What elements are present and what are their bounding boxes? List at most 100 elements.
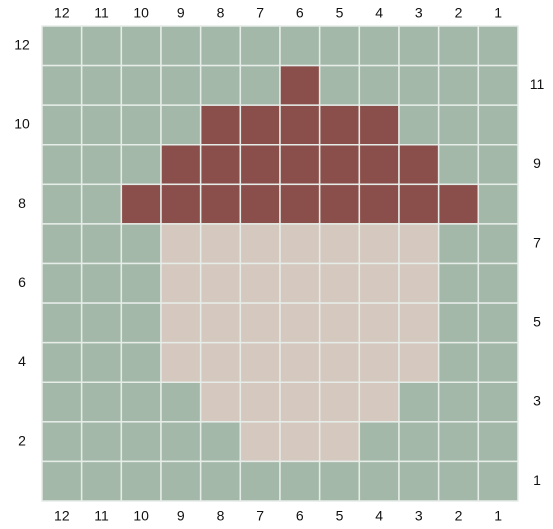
cell [318, 302, 361, 344]
cell [477, 144, 519, 186]
cell [80, 183, 123, 225]
cell [398, 25, 440, 67]
cell [120, 262, 162, 304]
cell [80, 104, 123, 146]
cell [398, 144, 440, 186]
column-label: 6 [296, 508, 304, 524]
cell [239, 262, 281, 304]
column-label: 9 [177, 508, 185, 524]
cell [41, 104, 83, 146]
cell [279, 104, 321, 146]
cell [437, 262, 480, 304]
cell [358, 421, 400, 463]
cell [160, 144, 202, 186]
row-label: 5 [533, 314, 541, 330]
cell [239, 183, 281, 225]
cell [199, 262, 242, 304]
cell [41, 144, 83, 186]
cell [199, 104, 242, 146]
cell [120, 341, 162, 383]
cell [160, 25, 202, 67]
column-label: 4 [375, 5, 383, 21]
cell [437, 104, 480, 146]
cell [120, 421, 162, 463]
cell [279, 460, 321, 502]
cell [437, 381, 480, 423]
cell [41, 223, 83, 265]
cell [279, 341, 321, 383]
cell [41, 183, 83, 225]
cell [279, 421, 321, 463]
cell [358, 25, 400, 67]
cell [279, 223, 321, 265]
column-label: 11 [94, 508, 109, 524]
cell [437, 341, 480, 383]
row-label: 4 [18, 353, 26, 369]
cell [477, 104, 519, 146]
cell [318, 144, 361, 186]
cell [120, 104, 162, 146]
cell [318, 223, 361, 265]
cell [199, 64, 242, 106]
row-label: 2 [18, 432, 26, 448]
cell [398, 223, 440, 265]
cell [80, 144, 123, 186]
cell [437, 25, 480, 67]
column-label: 9 [177, 5, 185, 21]
cell [239, 421, 281, 463]
cell [41, 421, 83, 463]
cell [160, 223, 202, 265]
cell [477, 64, 519, 106]
cell [477, 421, 519, 463]
column-label: 2 [455, 508, 463, 524]
cell [239, 341, 281, 383]
cell [398, 460, 440, 502]
column-label: 7 [256, 5, 264, 21]
cell [199, 302, 242, 344]
column-label: 12 [54, 508, 70, 524]
cell [358, 64, 400, 106]
cell [358, 223, 400, 265]
row-label: 7 [533, 234, 541, 250]
cell [477, 302, 519, 344]
cell [279, 381, 321, 423]
cell [318, 25, 361, 67]
cell [80, 421, 123, 463]
cell [80, 25, 123, 67]
row-label: 8 [18, 195, 26, 211]
cell [199, 183, 242, 225]
cell [160, 183, 202, 225]
column-label: 1 [494, 5, 502, 21]
cell [239, 25, 281, 67]
cell [358, 460, 400, 502]
column-label: 6 [296, 5, 304, 21]
cell [80, 302, 123, 344]
cell [199, 25, 242, 67]
cell [120, 25, 162, 67]
cell [199, 381, 242, 423]
cell [358, 341, 400, 383]
cell [318, 262, 361, 304]
column-label: 3 [415, 508, 423, 524]
column-label: 1 [494, 508, 502, 524]
cell [199, 223, 242, 265]
cell [120, 64, 162, 106]
cell [477, 223, 519, 265]
cell [160, 381, 202, 423]
row-label: 6 [18, 274, 26, 290]
cell [41, 341, 83, 383]
cell [437, 223, 480, 265]
cell [41, 381, 83, 423]
cell [160, 104, 202, 146]
cell [199, 341, 242, 383]
cell [239, 104, 281, 146]
cell [477, 25, 519, 67]
cell [80, 223, 123, 265]
cell [398, 421, 440, 463]
cell [318, 104, 361, 146]
cell [318, 381, 361, 423]
cell [318, 421, 361, 463]
cell [160, 421, 202, 463]
cell [120, 183, 162, 225]
column-label: 11 [94, 5, 109, 21]
